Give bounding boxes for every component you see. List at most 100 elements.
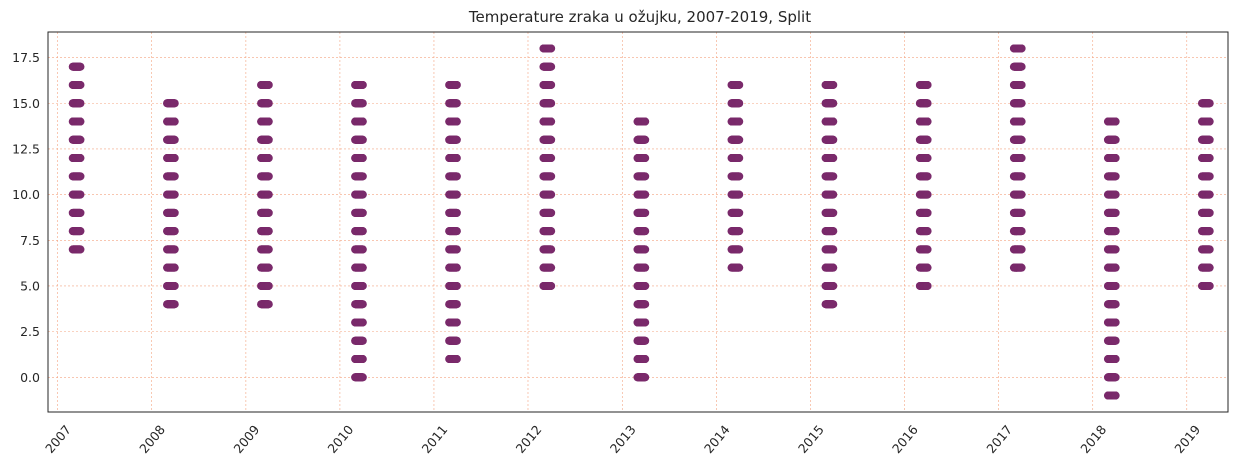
data-point <box>1017 227 1026 236</box>
data-point <box>735 117 744 126</box>
chart-title: Temperature zraka u ožujku, 2007-2019, S… <box>468 8 811 26</box>
data-point <box>452 208 461 217</box>
data-point <box>735 154 744 163</box>
data-point <box>923 135 932 144</box>
data-point <box>735 135 744 144</box>
data-point <box>76 154 85 163</box>
data-point <box>829 281 838 290</box>
data-point <box>735 208 744 217</box>
data-point <box>170 99 179 108</box>
data-point <box>452 80 461 89</box>
data-point <box>452 117 461 126</box>
data-point <box>547 172 556 181</box>
data-point <box>170 190 179 199</box>
data-point <box>641 208 650 217</box>
data-point <box>1017 117 1026 126</box>
data-point <box>829 99 838 108</box>
data-point <box>923 245 932 254</box>
data-point <box>358 154 367 163</box>
data-point <box>264 154 273 163</box>
data-point <box>547 227 556 236</box>
data-point <box>264 117 273 126</box>
data-point <box>547 135 556 144</box>
data-point <box>641 336 650 345</box>
data-point <box>452 336 461 345</box>
data-point <box>452 245 461 254</box>
data-point <box>76 208 85 217</box>
data-point <box>1017 190 1026 199</box>
data-point <box>358 190 367 199</box>
data-point <box>264 172 273 181</box>
data-point <box>358 172 367 181</box>
data-point <box>1017 62 1026 71</box>
data-point <box>452 190 461 199</box>
data-point <box>829 208 838 217</box>
data-point <box>358 300 367 309</box>
data-point <box>923 99 932 108</box>
data-point <box>170 172 179 181</box>
data-point <box>1111 117 1120 126</box>
data-point <box>452 172 461 181</box>
data-point <box>76 245 85 254</box>
data-point <box>547 190 556 199</box>
data-point <box>1111 208 1120 217</box>
data-point <box>264 80 273 89</box>
data-point <box>923 80 932 89</box>
data-point <box>1111 263 1120 272</box>
data-point <box>452 263 461 272</box>
data-point <box>170 263 179 272</box>
data-point <box>358 208 367 217</box>
data-point <box>76 227 85 236</box>
data-point <box>829 263 838 272</box>
data-point <box>1017 80 1026 89</box>
data-point <box>358 318 367 327</box>
data-point <box>641 190 650 199</box>
data-point <box>170 245 179 254</box>
data-point <box>923 208 932 217</box>
data-point <box>170 281 179 290</box>
data-point <box>1111 245 1120 254</box>
data-point <box>170 154 179 163</box>
data-point <box>358 117 367 126</box>
data-points <box>68 44 1214 400</box>
data-point <box>641 135 650 144</box>
data-point <box>264 300 273 309</box>
data-point <box>170 300 179 309</box>
data-point <box>1111 318 1120 327</box>
data-point <box>735 172 744 181</box>
data-point <box>264 245 273 254</box>
data-point <box>547 62 556 71</box>
data-point <box>452 281 461 290</box>
data-point <box>358 99 367 108</box>
data-point <box>641 373 650 382</box>
data-point <box>76 99 85 108</box>
data-point <box>1111 190 1120 199</box>
data-point <box>170 135 179 144</box>
data-point <box>452 355 461 364</box>
data-point <box>1017 99 1026 108</box>
data-point <box>829 190 838 199</box>
data-point <box>923 227 932 236</box>
data-point <box>923 190 932 199</box>
data-point <box>735 263 744 272</box>
data-point <box>547 44 556 53</box>
data-point <box>452 318 461 327</box>
data-point <box>76 117 85 126</box>
data-point <box>641 300 650 309</box>
data-point <box>923 172 932 181</box>
data-point <box>829 154 838 163</box>
data-point <box>641 245 650 254</box>
data-point <box>76 62 85 71</box>
data-point <box>358 227 367 236</box>
data-point <box>735 245 744 254</box>
data-point <box>641 318 650 327</box>
data-point <box>829 117 838 126</box>
data-point <box>76 135 85 144</box>
data-point <box>641 263 650 272</box>
data-point <box>547 208 556 217</box>
data-point <box>452 99 461 108</box>
data-point <box>1017 208 1026 217</box>
data-point <box>735 190 744 199</box>
data-point <box>358 135 367 144</box>
